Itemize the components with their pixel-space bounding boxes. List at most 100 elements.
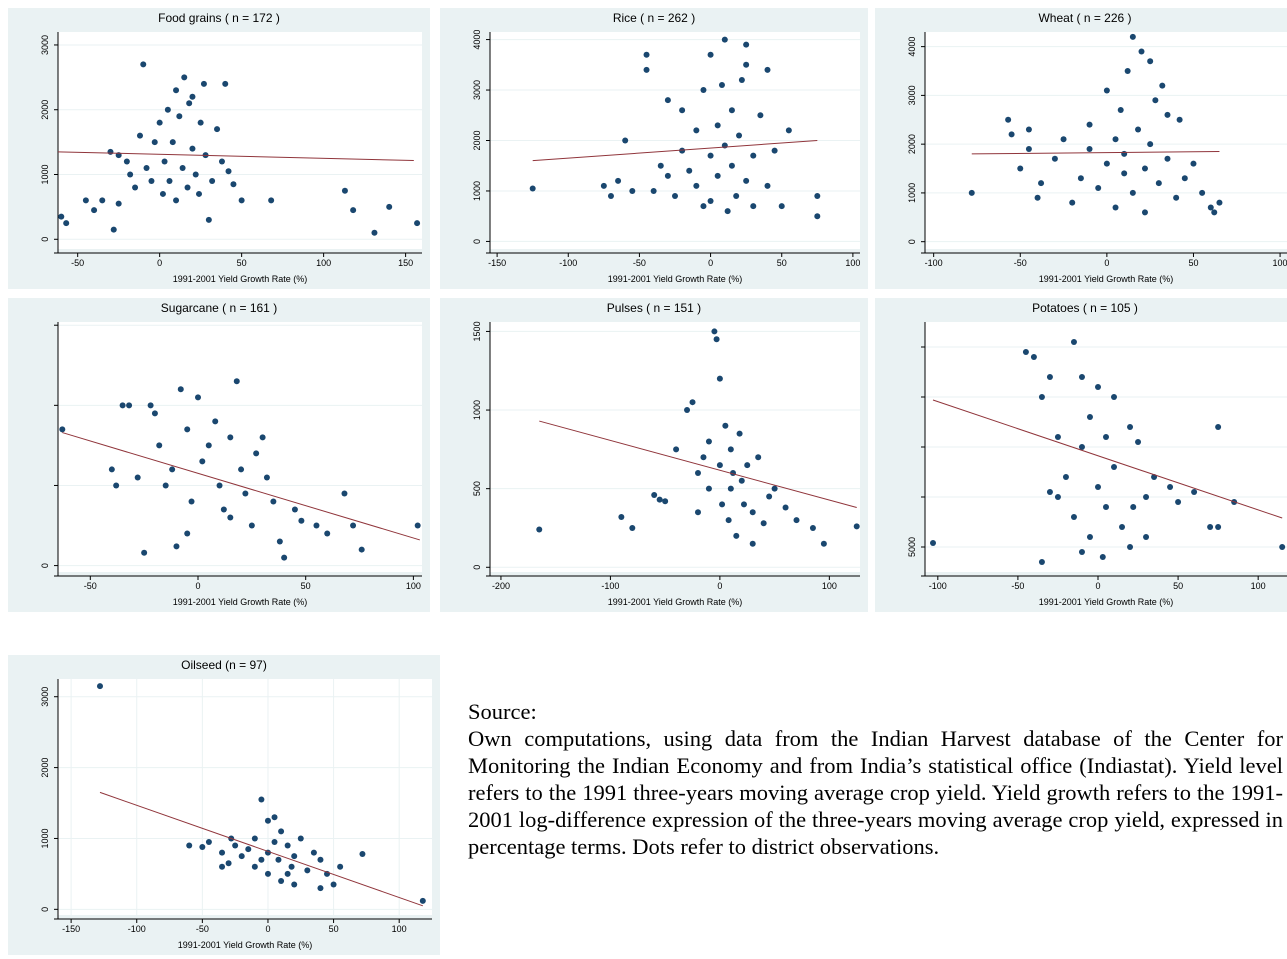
scatter-point [1008,131,1015,138]
fit-line [539,420,857,509]
scatter-point [600,182,607,189]
y-tick-label: 1000 [40,164,50,184]
scatter-point [1112,136,1119,143]
scatter-point [743,177,750,184]
scatter-point [1199,189,1206,196]
scatter-point [1038,180,1045,187]
scatter-point [219,849,226,856]
scatter-point [1135,126,1142,133]
fit-line [971,150,1220,155]
scatter-point [258,796,265,803]
scatter-point [727,446,734,453]
scatter-point [291,881,298,888]
y-tick-label: 1500 [472,321,482,341]
y-tick-label: 4000 [472,30,482,50]
scatter-point [156,442,163,449]
chart-title: Wheat ( n = 226 ) [1038,11,1131,25]
x-tick-label: 50 [301,581,311,591]
scatter-point [1077,175,1084,182]
x-tick-label: 0 [717,581,722,591]
y-tick-label: 500 [472,481,482,496]
source-heading: Source: [468,699,537,724]
scatter-point [214,126,221,133]
scatter-point [386,203,393,210]
scatter-point [258,856,265,863]
scatter-point [1112,204,1119,211]
scatter-point [270,498,277,505]
scatter-point [134,474,141,481]
y-tick-label: 5000 [907,537,917,557]
scatter-point [1127,424,1134,430]
scatter-point [809,524,816,531]
scatter-point [184,530,191,537]
y-tick-label: 2000 [472,130,482,150]
scatter-point [1062,474,1069,480]
scatter-point [179,165,186,172]
scatter-point [1207,204,1214,211]
scatter-point [324,530,331,537]
scatter-point [176,113,183,120]
scatter-point [209,177,216,184]
scatter-point [727,485,734,492]
scatter-point [930,540,937,546]
chart-title: Food grains ( n = 172 ) [158,11,280,25]
scatter-point [785,127,792,134]
x-axis-label: 1991-2001 Yield Growth Rate (%) [1039,274,1174,284]
scatter-point [782,504,789,511]
scatter-point [738,76,745,83]
scatter-point [764,66,771,73]
x-tick-label: 0 [265,924,270,934]
scatter-point [694,469,701,476]
scatter-point [618,513,625,520]
x-tick-label: 100 [406,581,421,591]
scatter-point [714,172,721,179]
scatter-point [195,394,201,401]
scatter-point [248,522,255,529]
x-tick-label: 0 [1095,581,1100,591]
y-tick-label: 2000 [40,758,50,778]
scatter-point [1086,146,1093,153]
scatter-point [719,501,726,508]
chart-title: Pulses ( n = 151 ) [607,301,701,315]
scatter-point [643,51,650,58]
scatter-point [755,454,762,461]
scatter-point [222,80,229,87]
source-text: Own computations, using data from the In… [468,726,1283,859]
scatter-point [1103,434,1109,440]
plot-area [58,322,422,572]
scatter-point [205,216,212,223]
scatter-point [1070,514,1077,520]
scatter-point [650,187,657,194]
scatter-point [656,496,663,503]
scatter-point [705,485,712,492]
scatter-point [278,877,285,884]
scatter-point [713,336,720,343]
x-tick-label: -100 [925,258,943,268]
scatter-point [1164,111,1171,118]
x-tick-label: 0 [195,581,200,591]
scatter-point [358,546,365,553]
scatter-point [253,450,260,457]
scatter-point [159,190,166,197]
scatter-point [219,863,226,870]
y-tick-label: 2000 [40,100,50,120]
scatter-point [199,458,206,465]
scatter-point [529,185,536,192]
scatter-point [707,51,714,58]
scatter-point [173,87,180,94]
x-tick-label: 100 [316,258,331,268]
scatter-point [1111,464,1118,470]
scatter-point [359,851,366,858]
scatter-point [693,127,700,134]
x-tick-label: 100 [1251,581,1266,591]
x-tick-label: 100 [1273,258,1287,268]
scatter-point [371,229,378,236]
scatter-point [173,543,180,550]
scatter-point [148,177,155,184]
source-note: Source: Own computations, using data fro… [468,698,1283,860]
scatter-point [151,410,158,417]
x-tick-label: 50 [237,258,247,268]
scatter-point [1060,136,1067,143]
scatter-point [1173,194,1180,201]
